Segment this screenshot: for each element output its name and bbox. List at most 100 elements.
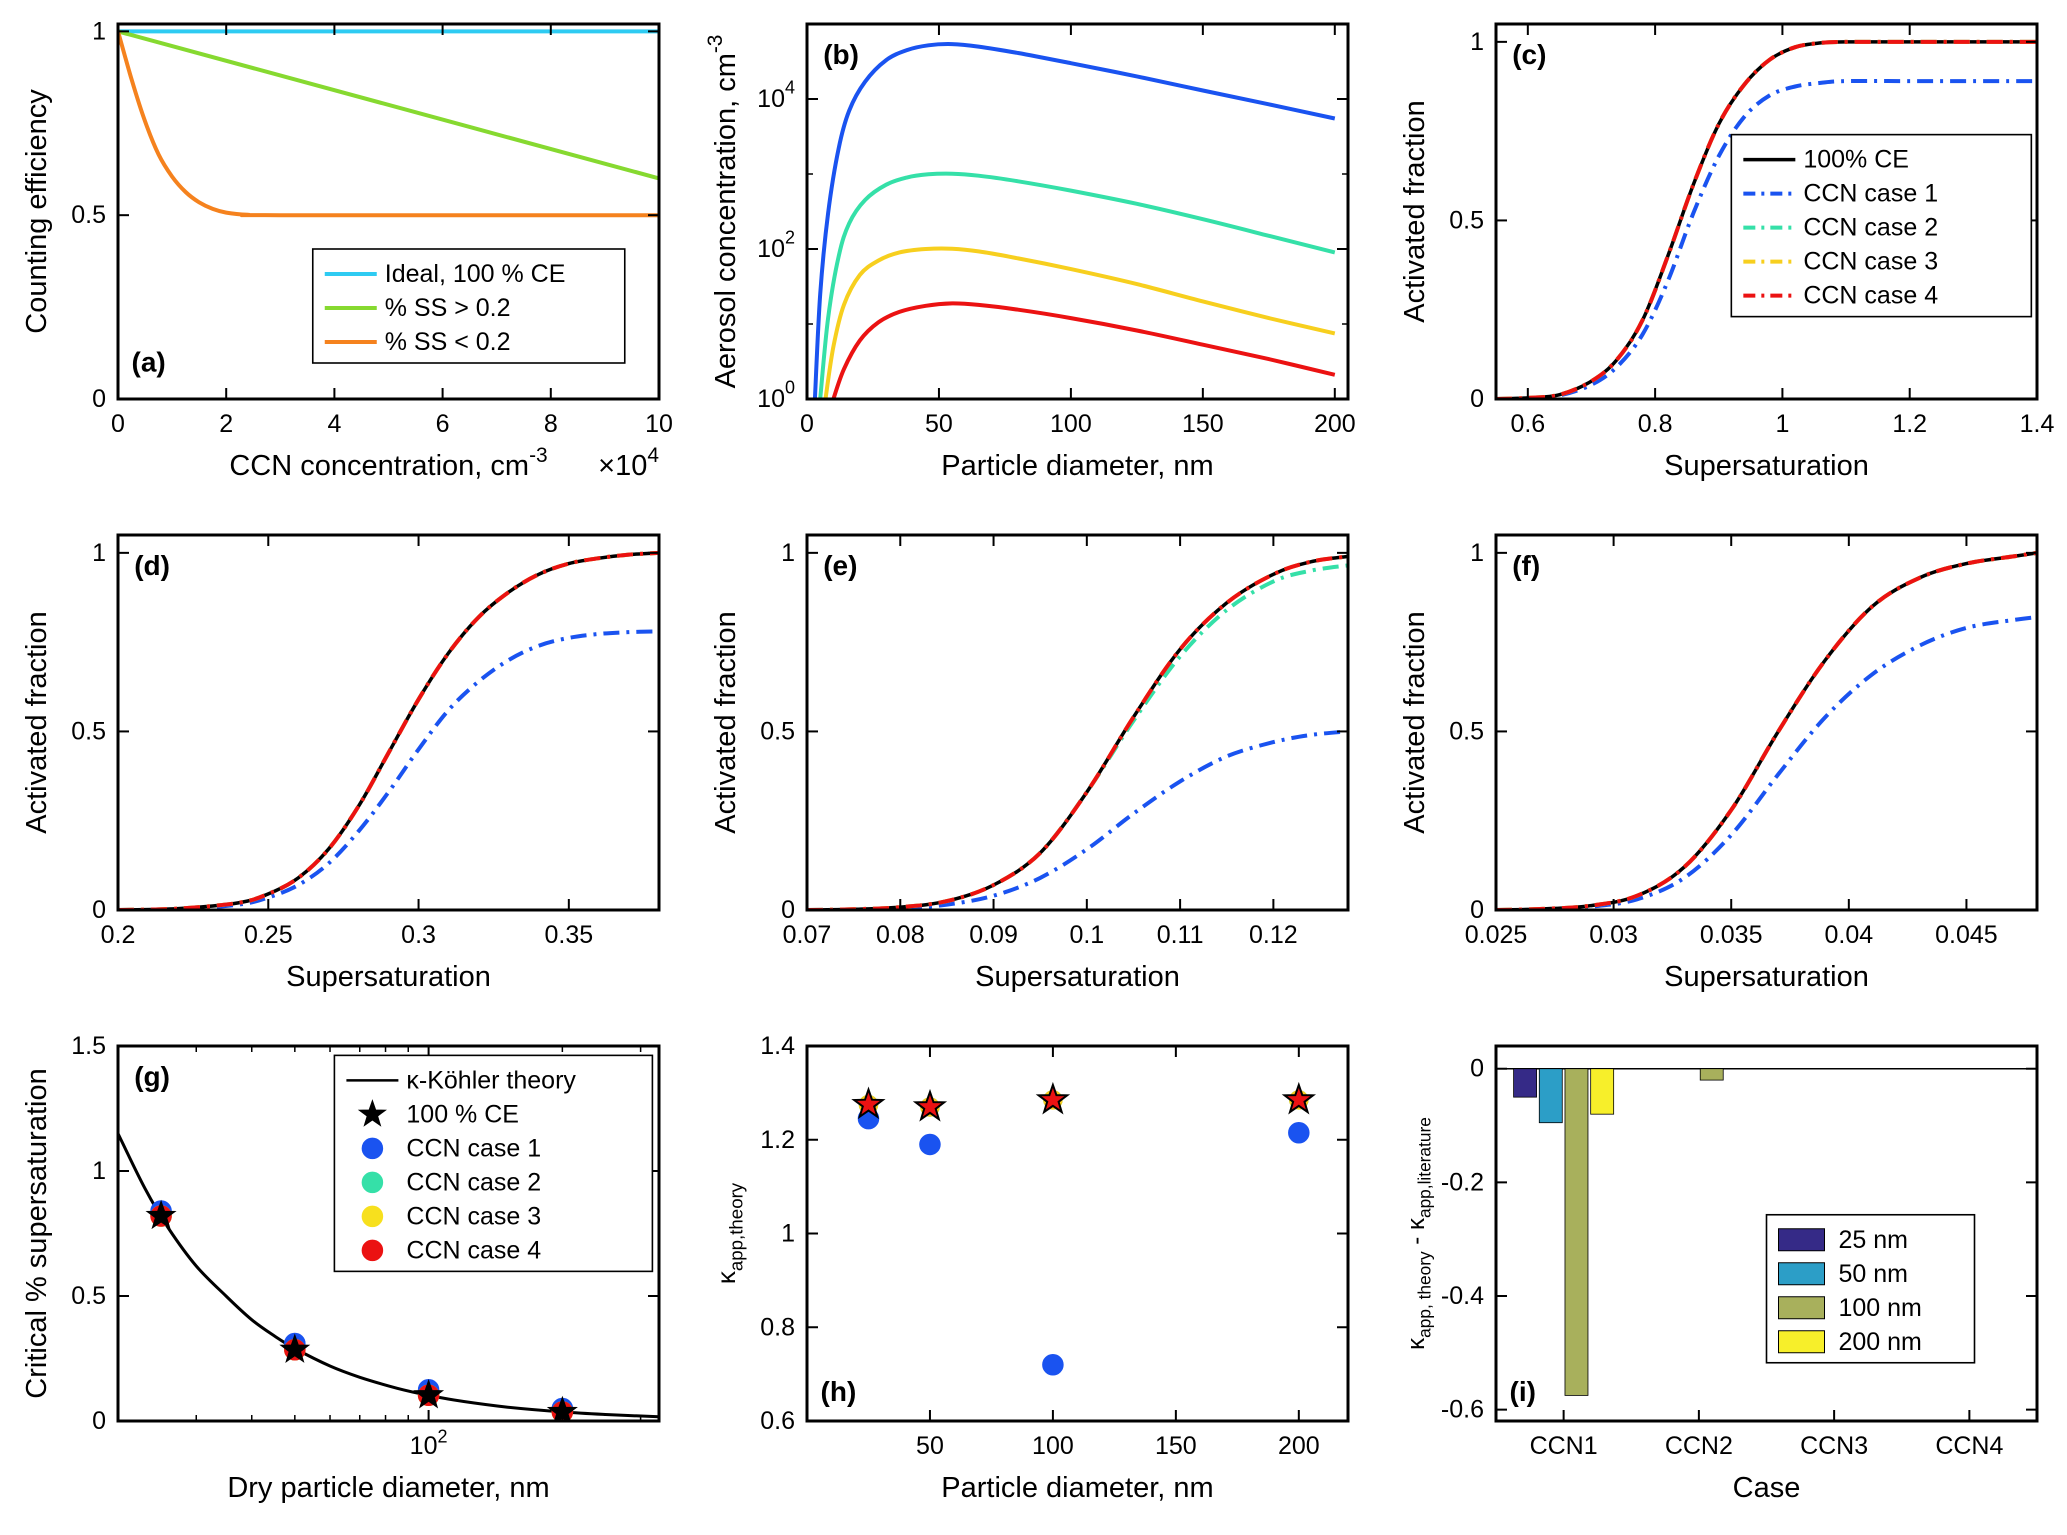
y-tick-label: 0	[1470, 1055, 1484, 1083]
y-axis-label: Counting efficiency	[21, 89, 53, 334]
panel-letter-e: (e)	[823, 550, 857, 581]
y-axis-label: Activated fraction	[21, 611, 53, 833]
series-100-ce	[117, 551, 660, 911]
panel-d: 0.2 0.25 0.3 0.35 0 0.5 1 Supersaturation Activa…	[0, 511, 689, 1022]
y-tick-label: 0.5	[71, 717, 106, 745]
x-axis: CCN1 CCN2 CCN3 CCN4	[1530, 1410, 2003, 1460]
x-tick-label: 0	[800, 410, 814, 438]
x-tick-label: 1.2	[1892, 410, 1927, 438]
y-axis: 0.6 0.8 1 1.2 1.4	[760, 1032, 1348, 1435]
legend-label-ccn-case-2: CCN case 2	[1803, 214, 1938, 242]
x-axis-exponent: ×104	[598, 444, 659, 482]
axes-frame	[805, 533, 1350, 912]
x-axis: 0 2 4 6 8 10	[111, 24, 673, 438]
x-axis-label: Particle diameter, nm	[941, 1472, 1213, 1504]
marker-100-ce	[279, 1333, 311, 1363]
series-ccn-case-4	[831, 301, 1336, 400]
panel-e: 0.07 0.08 0.09 0.1 0.11 0.12 0 0.5 1 Supersaturat…	[689, 511, 1378, 1022]
y-axis-label: κapp, theory - κapp,literature	[1403, 1117, 1435, 1350]
bar-100-nm-ccn2	[1699, 1068, 1724, 1081]
x-tick-label: 50	[916, 1432, 944, 1460]
x-tick-label: 0.11	[1157, 921, 1204, 949]
x-axis: 0.025 0.03 0.035 0.04 0.045	[1465, 535, 1998, 949]
legend: 25 nm 50 nm 100 nm 200 nm	[1765, 1213, 1976, 1364]
panel-g: 102 0 0.5 1 1.5 Dry particle diameter, nm Crit…	[0, 1022, 689, 1533]
chart-h: 50 100 150 200 0.6 0.8 1 1.2 1.4 Particle diamete…	[711, 1032, 1350, 1504]
plot-area-b	[812, 42, 1336, 400]
y-axis: 0 -0.2 -0.4 -0.6	[1441, 1055, 2037, 1424]
y-tick-label: 0.6	[760, 1407, 795, 1435]
series-ccn-case-1	[1495, 78, 2037, 400]
x-tick-label: 0.035	[1700, 921, 1763, 949]
x-axis-label: Case	[1733, 1472, 1801, 1504]
x-tick-label: 0.08	[876, 921, 925, 949]
series-ccn-case-1	[806, 729, 1349, 911]
axes-frame	[805, 1044, 1350, 1423]
chart-d: 0.2 0.25 0.3 0.3500.51SupersaturationActiva…	[21, 533, 661, 993]
y-tick-label: 0	[781, 896, 795, 924]
series-ccn-case-3	[1495, 550, 2038, 911]
legend-label-ccn-case-4: CCN case 4	[1803, 282, 1938, 310]
marker-100-ce	[1281, 1081, 1317, 1115]
series-ccn-case-4	[806, 554, 1349, 911]
legend-sample-50-nm	[1778, 1262, 1825, 1286]
x-tick-label: 150	[1155, 1432, 1197, 1460]
panel-h: 50 100 150 200 0.6 0.8 1 1.2 1.4 Particle diamete…	[689, 1022, 1378, 1533]
marker-ccn-case-1	[1288, 1121, 1310, 1144]
marker-100-ce	[413, 1379, 445, 1409]
series-ccn-case-2	[806, 563, 1349, 911]
x-tick-label: 1.4	[2020, 410, 2055, 438]
series-ccn-case-3	[823, 246, 1336, 400]
x-tick-label: 1	[1775, 410, 1789, 438]
x-tick-label: 0.12	[1249, 921, 1298, 949]
x-tick-label: 200	[1314, 410, 1356, 438]
legend-sample-200-nm	[1778, 1330, 1825, 1354]
y-tick-label: 1.2	[760, 1126, 795, 1154]
x-tick-label: 0	[111, 410, 125, 438]
x-tick-label: 200	[1278, 1432, 1320, 1460]
x-tick-label: 0.04	[1824, 921, 1873, 949]
y-tick-label: 0	[92, 1407, 106, 1435]
x-tick-label: 8	[544, 410, 558, 438]
x-axis-label: Dry particle diameter, nm	[227, 1472, 549, 1504]
axes-frame	[1494, 533, 2039, 912]
y-tick-label: 0.8	[760, 1313, 795, 1341]
y-tick-label: 1	[92, 17, 106, 45]
x-axis: 0.2 0.25 0.3 0.35	[101, 535, 593, 949]
legend-label-100-nm: 100 nm	[1839, 1294, 1922, 1322]
x-axis-label: Supersaturation	[286, 961, 491, 993]
x-axis-label: Supersaturation	[1664, 450, 1869, 482]
series-ss-0-2	[117, 29, 660, 181]
x-tick-label: 50	[925, 410, 953, 438]
marker-ccn-case-1	[1042, 1354, 1064, 1376]
series-ccn-case-3	[117, 550, 660, 911]
x-tick-label: 0.2	[101, 921, 136, 949]
legend-sample-ccn-case-2	[361, 1171, 384, 1194]
y-axis: 00.51	[71, 17, 659, 413]
x-axis: 0.6 0.8 1 1.2 1.4	[1510, 24, 2054, 438]
y-tick-label: -0.6	[1441, 1396, 1484, 1424]
series-ccn-case-3	[806, 554, 1349, 911]
y-tick-label: 0.5	[760, 717, 795, 745]
legend: Ideal, 100 % CE % SS > 0.2 % SS < 0.2	[311, 248, 626, 364]
legend-label-ccn-case-3: CCN case 3	[406, 1202, 541, 1230]
x-axis: 0.07 0.08 0.09 0.1 0.11 0.12	[783, 535, 1298, 949]
legend-label-ccn-case-2: CCN case 2	[406, 1168, 541, 1196]
chart-e: 0.07 0.08 0.09 0.1 0.11 0.1200.51Supersaturat…	[710, 533, 1350, 993]
axes-frame	[116, 1044, 661, 1423]
plot-area-e	[806, 554, 1349, 911]
legend-sample-100-ce	[357, 1099, 387, 1127]
y-axis: 00.51	[1449, 28, 2037, 413]
legend: 100% CE CCN case 1 CCN case 2 CCN case 3 CCN…	[1730, 133, 2033, 318]
bar-50-nm-ccn1	[1538, 1068, 1563, 1124]
y-tick-label: 0	[1470, 385, 1484, 413]
x-tick-label: 0.35	[544, 921, 593, 949]
x-category-label: CCN1	[1530, 1432, 1598, 1460]
series-ccn-case-1	[117, 629, 660, 911]
x-tick-label: 0.1	[1069, 921, 1104, 949]
x-tick-label: 150	[1182, 410, 1224, 438]
y-axis-label: κapp,theory	[711, 1182, 746, 1284]
series-ccn-case-1	[857, 1107, 1310, 1376]
x-tick-label: 4	[327, 410, 341, 438]
x-tick-label: 0.3	[401, 921, 436, 949]
